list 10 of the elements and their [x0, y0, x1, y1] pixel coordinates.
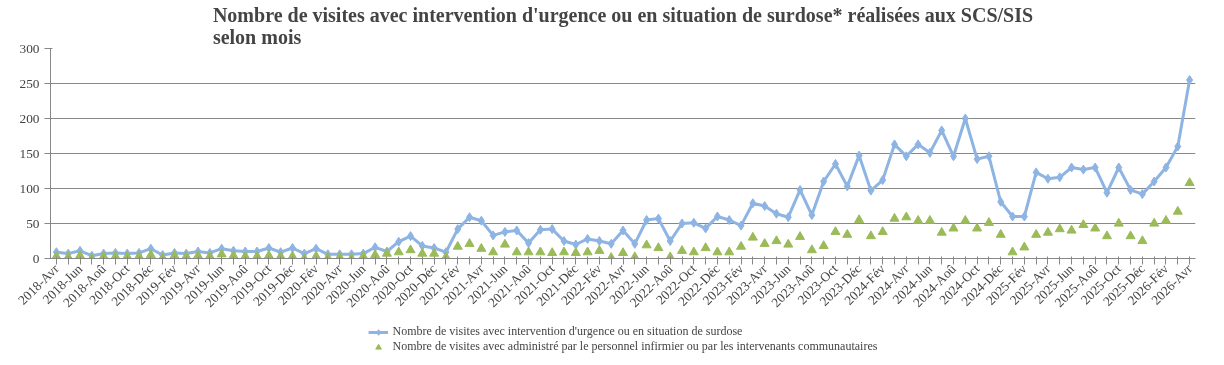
y-tick-label: 100	[19, 180, 40, 196]
y-tick-label: 0	[32, 250, 40, 266]
y-tick-label: 200	[19, 110, 40, 126]
legend-label: Nombre de visites avec intervention d'urgence ou en situation de surdose	[392, 324, 743, 339]
chart-title: Nombre de visites avec intervention d'urgence ou en situation de surdose* réalisées aux SCS/SIS selon mois	[212, 3, 1034, 48]
y-tick-label: 250	[19, 75, 40, 91]
legend-label: Nombre de visites avec administré par le personnel infirmier ou par les intervenants communautaires	[392, 339, 878, 354]
y-tick-label: 150	[19, 145, 40, 161]
y-tick-label: 300	[19, 40, 40, 56]
y-tick-label: 50	[26, 215, 40, 231]
